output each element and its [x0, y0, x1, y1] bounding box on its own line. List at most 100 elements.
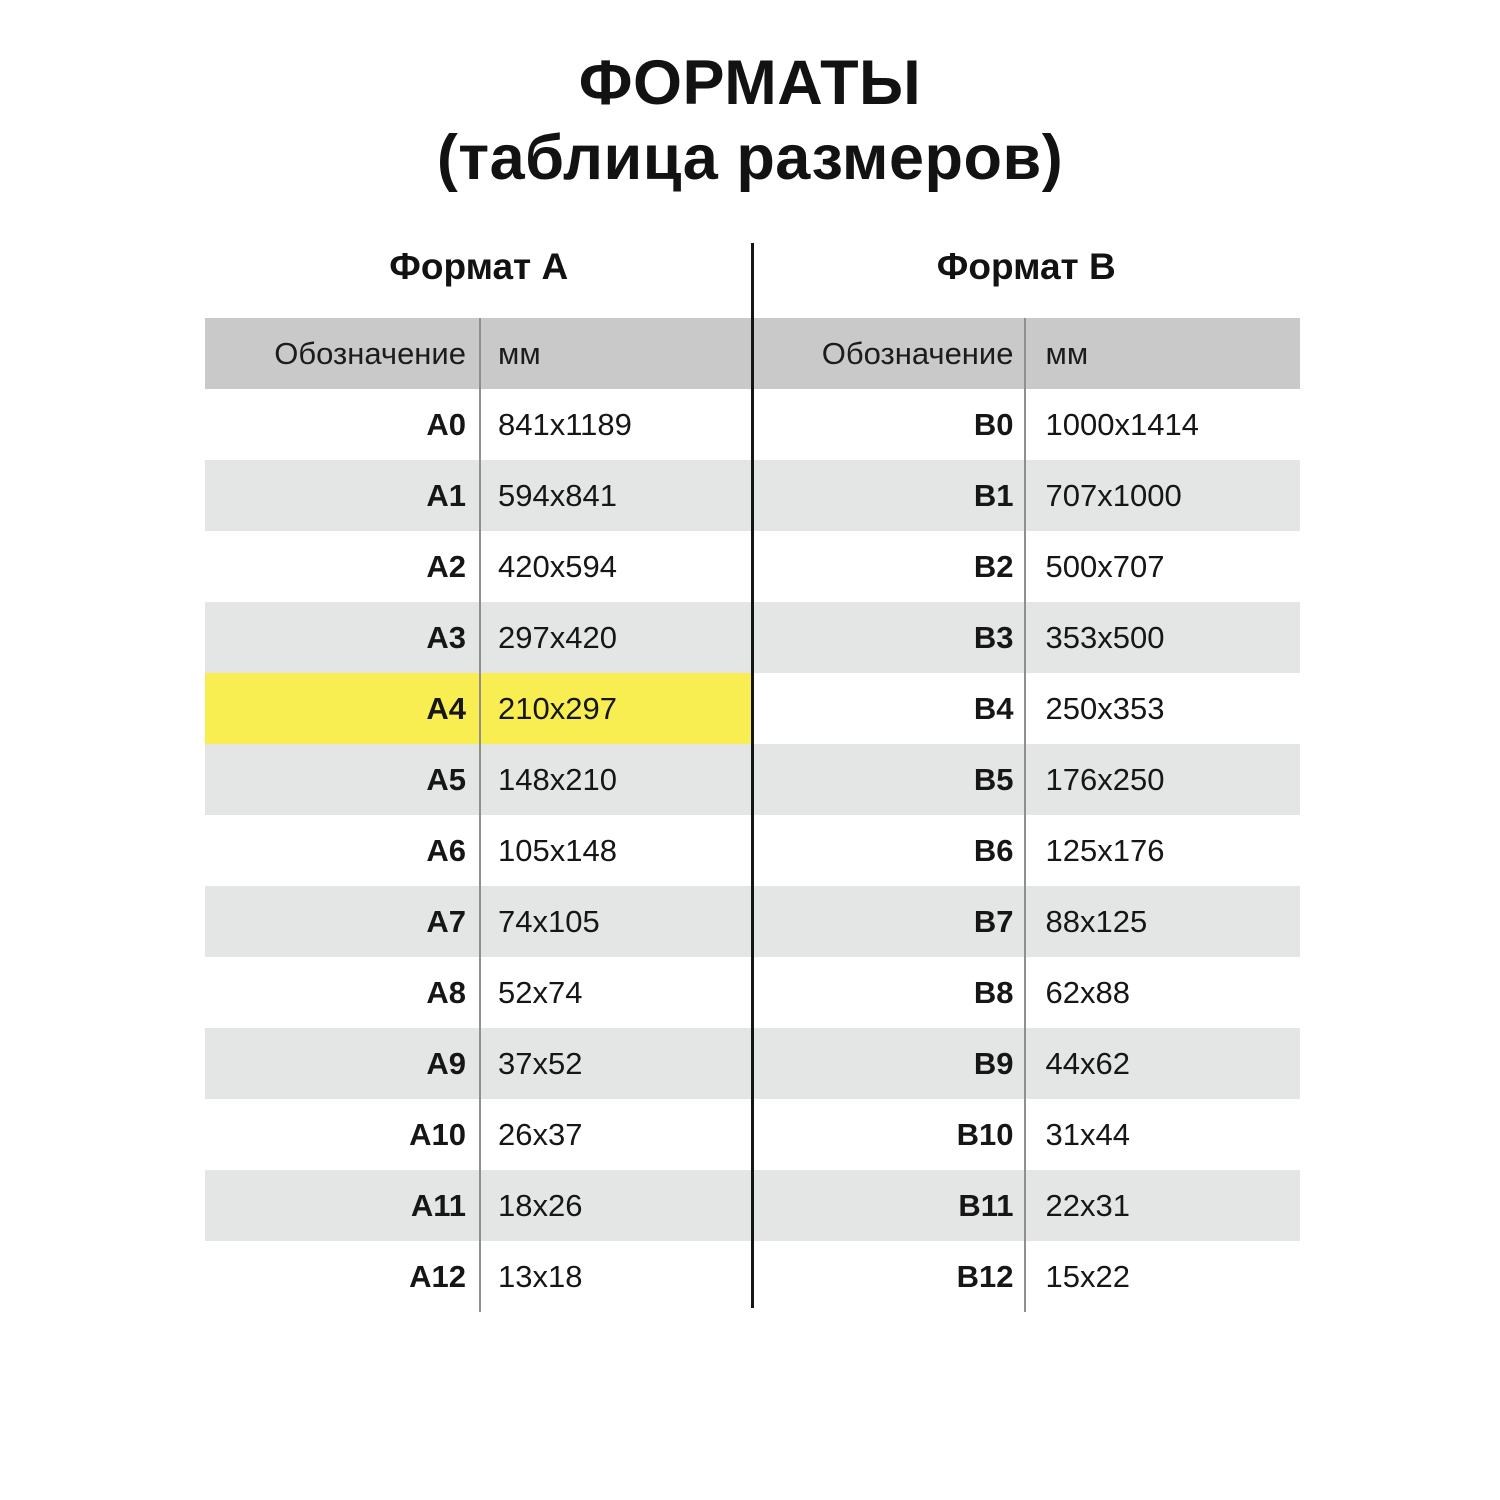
designation-cell: B5	[973, 762, 1014, 797]
format-a-heading: Формат А	[389, 246, 569, 287]
mm-cell: 88x125	[1045, 904, 1148, 939]
mm-cell: 250x353	[1045, 691, 1165, 726]
mm-cell: 148x210	[498, 762, 617, 797]
mm-cell: 210x297	[498, 691, 617, 726]
mm-cell: 420x594	[498, 549, 617, 584]
format-b-row-half: B10 31x44	[753, 1099, 1301, 1170]
mm-cell: 594x841	[498, 478, 617, 513]
format-b-row-half: B5 176x250	[753, 744, 1301, 815]
designation-cell: A4	[426, 691, 466, 726]
mm-cell: 26x37	[498, 1117, 583, 1152]
designation-cell: A6	[426, 833, 466, 868]
format-a-row-half: A9 37x52	[205, 1028, 753, 1099]
format-a-row-half: A4 210x297	[205, 673, 753, 744]
designation-cell: B8	[973, 975, 1014, 1010]
page-title: ФОРМАТЫ (таблица размеров)	[0, 46, 1500, 196]
mm-cell: 15x22	[1045, 1259, 1130, 1294]
designation-cell: B12	[956, 1259, 1014, 1294]
designation-cell: A9	[426, 1046, 466, 1081]
mm-cell: 52x74	[498, 975, 583, 1010]
table-row: A10 26x37 B10 31x44	[205, 1099, 1300, 1170]
designation-cell: A8	[426, 975, 466, 1010]
mm-cell: 500x707	[1045, 549, 1165, 584]
table-row: A2 420x594 B2 500x707	[205, 531, 1300, 602]
format-b-row-half: B12 15x22	[753, 1241, 1301, 1312]
designation-cell: B7	[973, 904, 1014, 939]
format-b-row-half: B1 707x1000	[753, 460, 1301, 531]
title-line2: (таблица размеров)	[436, 123, 1064, 193]
mm-cell: 1000x1414	[1045, 407, 1199, 442]
designation-cell: B11	[958, 1188, 1014, 1223]
designation-cell: B1	[973, 478, 1014, 513]
mm-cell: 62x88	[1045, 975, 1130, 1010]
format-a-row-half: A7 74x105	[205, 886, 753, 957]
mm-column-header: мм	[498, 336, 541, 371]
format-b-heading: Формат B	[936, 246, 1116, 287]
designation-cell: B0	[973, 407, 1014, 442]
format-b-row-half: B4 250x353	[753, 673, 1301, 744]
format-a-row-half: A5 148x210	[205, 744, 753, 815]
designation-cell: B3	[973, 620, 1014, 655]
format-a-row-half: A11 18x26	[205, 1170, 753, 1241]
format-headings: Формат А Формат B	[205, 241, 1300, 293]
designation-cell: A11	[410, 1188, 466, 1223]
designation-cell: B9	[973, 1046, 1014, 1081]
mm-cell: 125x176	[1045, 833, 1165, 868]
format-a-row-half: Обозначение мм	[205, 318, 753, 389]
table-row: A0 841x1189 B0 1000x1414	[205, 389, 1300, 460]
format-a-row-half: A12 13x18	[205, 1241, 753, 1312]
mm-cell: 176x250	[1045, 762, 1165, 797]
mm-cell: 31x44	[1045, 1117, 1130, 1152]
format-b-row-half: B11 22x31	[753, 1170, 1301, 1241]
table-row-highlighted: A4 210x297 B4 250x353	[205, 673, 1300, 744]
format-a-row-half: A10 26x37	[205, 1099, 753, 1170]
format-a-column-divider-line	[479, 318, 481, 1312]
table-row: A8 52x74 B8 62x88	[205, 957, 1300, 1028]
format-b-row-half: B8 62x88	[753, 957, 1301, 1028]
mm-cell: 13x18	[498, 1259, 583, 1294]
format-a-row-half: A3 297x420	[205, 602, 753, 673]
mm-cell: 37x52	[498, 1046, 583, 1081]
mm-cell: 74x105	[498, 904, 600, 939]
format-a-row-half: A8 52x74	[205, 957, 753, 1028]
format-b-row-half: Обозначение мм	[753, 318, 1301, 389]
designation-cell: A7	[426, 904, 466, 939]
designation-cell: A10	[409, 1117, 466, 1152]
table-row: A6 105x148 B6 125x176	[205, 815, 1300, 886]
mm-cell: 105x148	[498, 833, 617, 868]
designation-cell: A0	[426, 407, 466, 442]
mm-cell: 841x1189	[498, 407, 632, 442]
mm-column-header: мм	[1045, 336, 1089, 371]
designation-cell: A5	[426, 762, 466, 797]
designation-cell: B10	[956, 1117, 1014, 1152]
format-b-row-half: B6 125x176	[753, 815, 1301, 886]
title-line1: ФОРМАТЫ	[578, 48, 922, 118]
designation-cell: B6	[973, 833, 1014, 868]
designation-cell: A1	[426, 478, 466, 513]
center-divider-line	[751, 243, 754, 1308]
mm-cell: 353x500	[1045, 620, 1165, 655]
format-a-row-half: A6 105x148	[205, 815, 753, 886]
designation-cell: B4	[973, 691, 1014, 726]
format-b-row-half: B3 353x500	[753, 602, 1301, 673]
table-row: A12 13x18 B12 15x22	[205, 1241, 1300, 1312]
mm-cell: 297x420	[498, 620, 617, 655]
format-a-row-half: A2 420x594	[205, 531, 753, 602]
format-b-row-half: B9 44x62	[753, 1028, 1301, 1099]
designation-cell: A2	[426, 549, 466, 584]
designation-column-header: Обозначение	[821, 336, 1014, 371]
designation-cell: A3	[426, 620, 466, 655]
format-a-row-half: A1 594x841	[205, 460, 753, 531]
designation-column-header: Обозначение	[274, 336, 466, 371]
format-b-row-half: B2 500x707	[753, 531, 1301, 602]
designation-cell: A12	[409, 1259, 466, 1294]
designation-cell: B2	[973, 549, 1014, 584]
format-a-row-half: A0 841x1189	[205, 389, 753, 460]
mm-cell: 707x1000	[1045, 478, 1182, 513]
mm-cell: 22x31	[1045, 1188, 1130, 1223]
format-b-row-half: B7 88x125	[753, 886, 1301, 957]
format-b-row-half: B0 1000x1414	[753, 389, 1301, 460]
mm-cell: 18x26	[498, 1188, 583, 1223]
mm-cell: 44x62	[1045, 1046, 1130, 1081]
